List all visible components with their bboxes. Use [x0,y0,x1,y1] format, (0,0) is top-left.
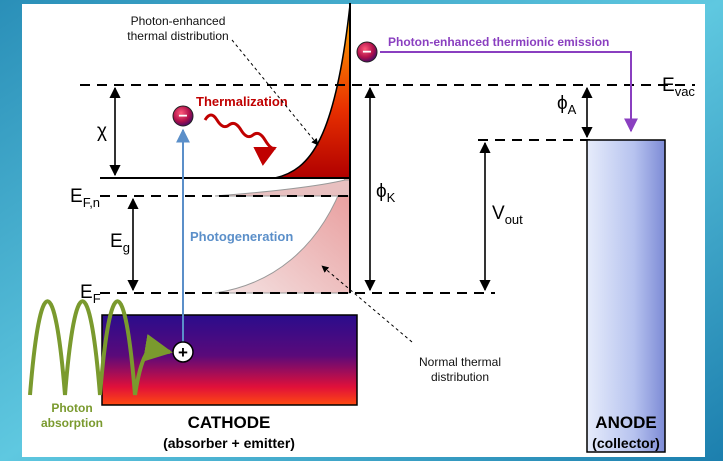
anode [587,140,665,452]
anode-subtitle: (collector) [592,435,660,451]
electron-sign: − [362,44,371,61]
photogeneration-label: Photogeneration [190,229,293,244]
diagram: − + − Photon-enhanced thermionic emissio… [0,0,723,461]
cathode-subtitle: (absorber + emitter) [163,435,295,451]
hole-sign: + [178,343,188,362]
chi-label: χ [97,121,107,142]
electron-sign: − [178,108,187,125]
cathode-title: CATHODE [188,413,271,432]
cathode [102,315,357,405]
thermalization-label: Thermalization [196,94,288,109]
emission-label: Photon-enhanced thermionic emission [388,35,609,49]
anode-title: ANODE [595,413,656,432]
